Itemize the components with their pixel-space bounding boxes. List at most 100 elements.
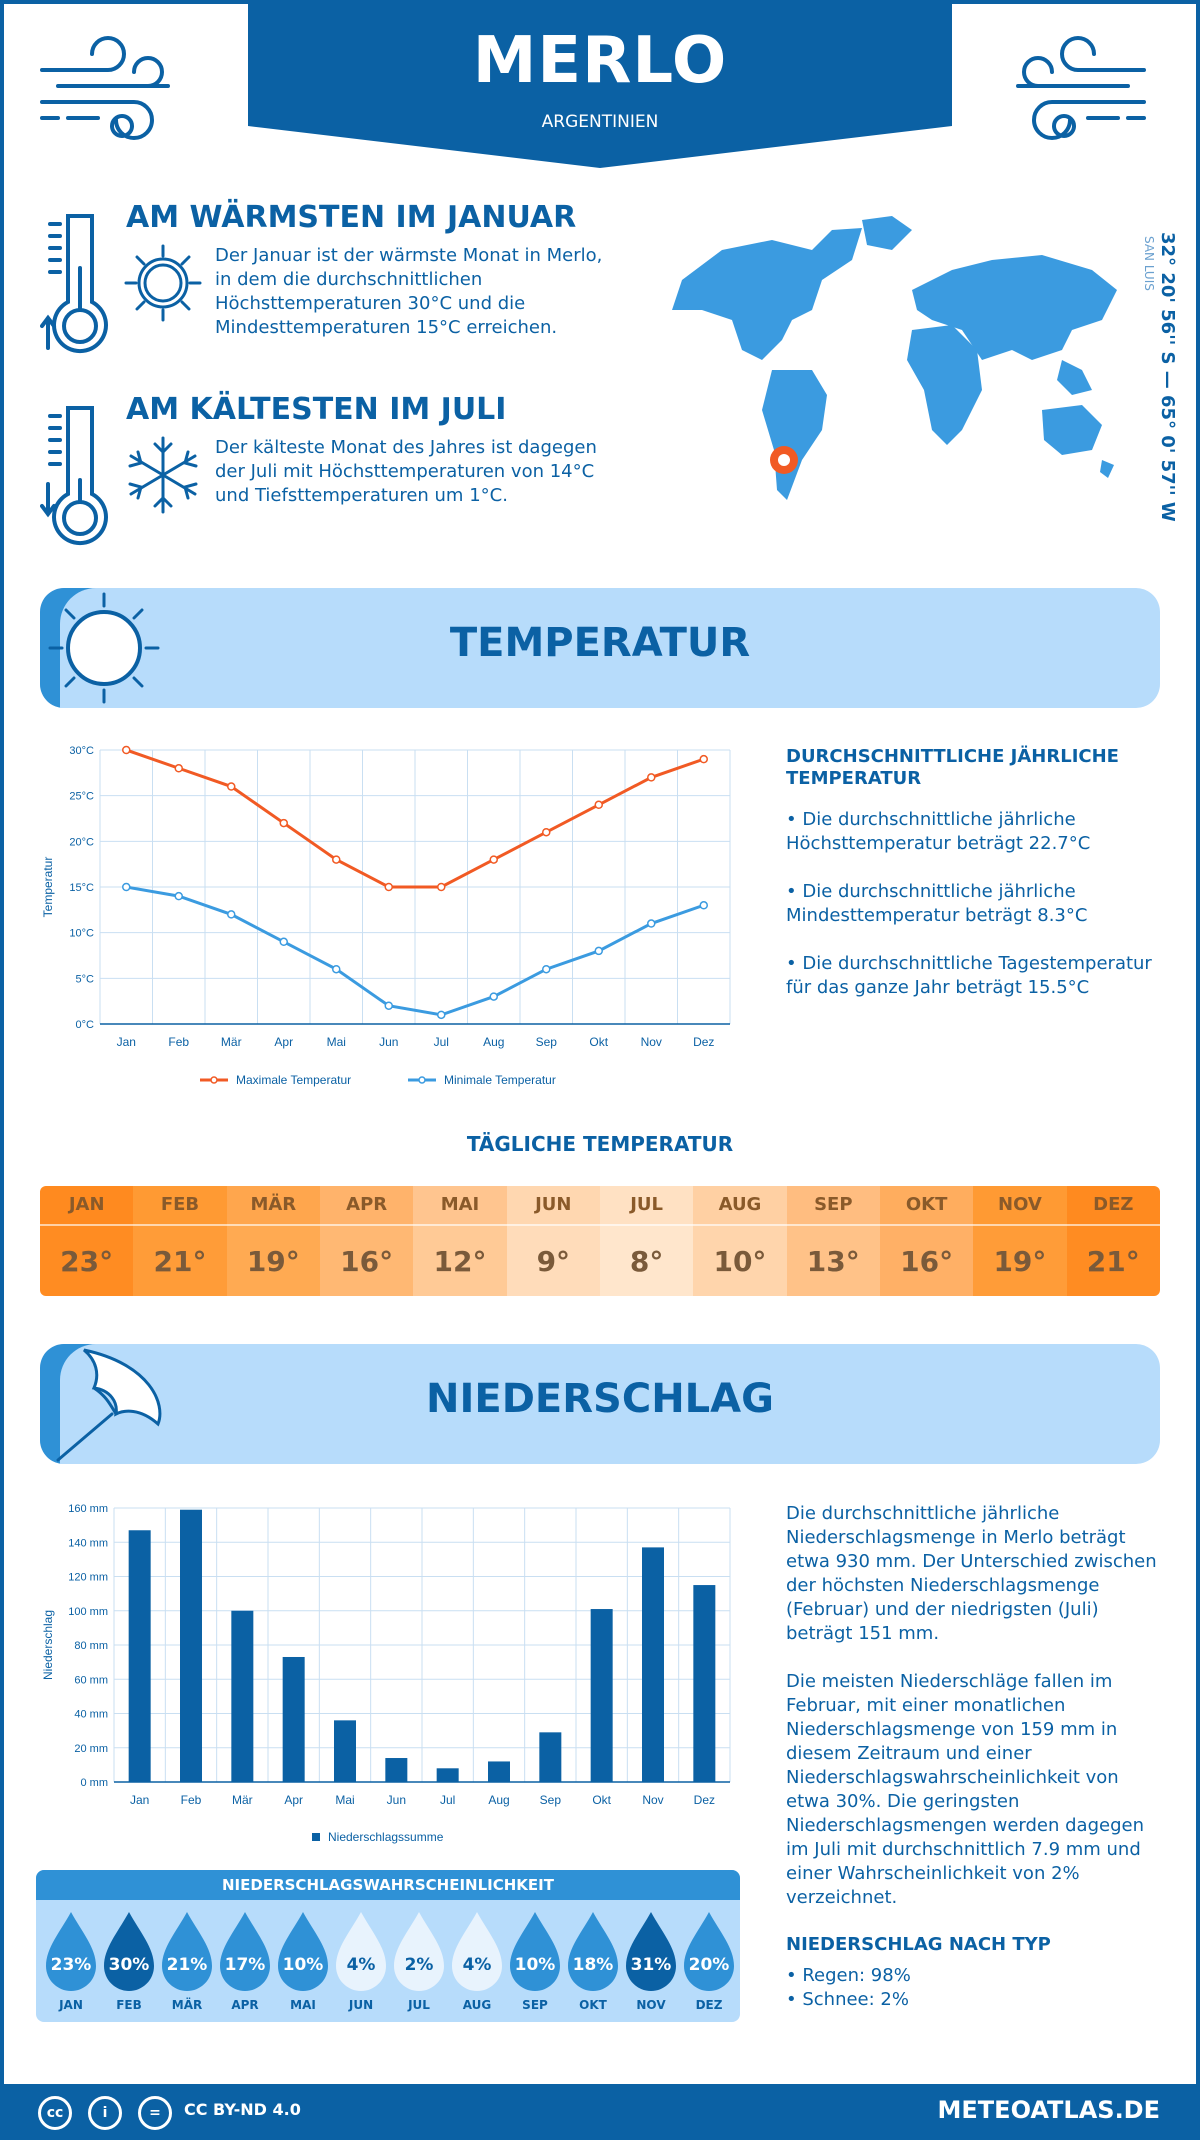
probability-drop: 23% JAN <box>42 1910 100 2012</box>
probability-drop: 17% APR <box>216 1910 274 2012</box>
data-point <box>437 882 446 892</box>
daily-month-label: FEB <box>133 1186 227 1224</box>
temperature-banner-title: TEMPERATUR <box>449 620 751 666</box>
world-map <box>672 216 1117 500</box>
probability-drop: 18% OKT <box>564 1910 622 2012</box>
x-tick-label: Mär <box>232 1793 253 1807</box>
sun-icon <box>48 592 160 704</box>
y-axis-label: Temperatur <box>41 857 55 918</box>
probability-drop: 30% FEB <box>100 1910 158 2012</box>
no-derivatives-icon: = <box>138 2096 172 2130</box>
daily-month-label: APR <box>319 1186 414 1224</box>
bar <box>128 1530 151 1782</box>
coldest-section: AM KÄLTESTEN IM JULI Der kälteste Monat … <box>40 392 620 545</box>
probability-drop: 21% MÄR <box>158 1910 216 2012</box>
daily-temperature-value: 21° <box>1066 1224 1160 1296</box>
x-tick-label: Sep <box>540 1793 562 1807</box>
daily-temperature-column: NOV 19° <box>973 1186 1067 1296</box>
probability-month: APR <box>231 1998 259 2012</box>
header-banner: MERLO ARGENTINIEN <box>248 0 952 168</box>
raindrop-icon <box>626 1912 676 1991</box>
probability-value: 10% <box>514 1955 556 1975</box>
footer: cc i = CC BY-ND 4.0 METEOATLAS.DE <box>0 2084 1200 2140</box>
legend-label: Minimale Temperatur <box>444 1073 556 1087</box>
probability-month: DEZ <box>695 1998 723 2012</box>
precipitation-type-item: • Schnee: 2% <box>786 1989 909 2010</box>
probability-month: OKT <box>579 1998 607 2012</box>
warmest-text: Der Januar ist der wärmste Monat in Merl… <box>215 245 603 338</box>
legend-swatch <box>312 1833 320 1841</box>
x-tick-label: Mai <box>327 1035 346 1049</box>
legend-marker <box>418 1076 426 1084</box>
y-tick-label: 100 mm <box>68 1606 108 1618</box>
raindrop-icon <box>46 1912 96 1991</box>
daily-temperature-column: FEB 21° <box>133 1186 227 1296</box>
probability-drop: 20% DEZ <box>680 1910 738 2012</box>
y-tick-label: 80 mm <box>74 1640 108 1652</box>
temperature-summary: DURCHSCHNITTLICHE JÄHRLICHE TEMPERATUR •… <box>786 746 1166 1024</box>
bar <box>488 1761 510 1782</box>
raindrop-icon <box>220 1912 270 1991</box>
raindrop-icon <box>510 1912 560 1991</box>
probability-month: JUL <box>408 1998 430 2012</box>
x-tick-label: Feb <box>168 1035 189 1049</box>
probability-month: AUG <box>462 1998 492 2012</box>
data-point <box>174 891 183 901</box>
bar <box>642 1547 664 1782</box>
x-tick-label: Jun <box>379 1035 398 1049</box>
probability-value: 20% <box>688 1955 730 1975</box>
daily-temperature-column: OKT 16° <box>879 1186 974 1296</box>
daily-temperature-column: APR 16° <box>319 1186 414 1296</box>
probability-month: MÄR <box>171 1998 203 2012</box>
probability-month: NOV <box>636 1998 666 2012</box>
raindrop-icon <box>104 1912 154 1991</box>
legend-marker <box>210 1076 218 1084</box>
daily-month-label: DEZ <box>1066 1186 1160 1224</box>
y-tick-label: 5°C <box>76 973 95 985</box>
temperature-chart: 0°C 5°C 10°C 15°C 20°C 25°C 30°C Jan Feb Mär Apr Ma… <box>41 745 731 1087</box>
site-link[interactable]: METEOATLAS.DE <box>937 2096 1160 2124</box>
y-tick-label: 60 mm <box>74 1674 108 1686</box>
data-point <box>279 937 288 947</box>
bar <box>180 1509 202 1782</box>
data-point <box>332 964 341 974</box>
region-label: SAN LUIS <box>1142 236 1156 291</box>
y-tick-label: 10°C <box>69 928 94 940</box>
daily-temperature-value: 19° <box>226 1224 320 1296</box>
daily-temperature-title: TÄGLICHE TEMPERATUR <box>466 1132 734 1156</box>
x-tick-label: Nov <box>641 1035 662 1049</box>
temperature-bullet: • Die durchschnittliche Tagestemperatur … <box>786 953 1152 998</box>
y-tick-label: 25°C <box>69 791 94 803</box>
precipitation-text: Die durchschnittliche jährliche Niedersc… <box>786 1503 1157 1644</box>
probability-drop: 4% AUG <box>448 1910 506 2012</box>
data-point <box>647 773 656 782</box>
data-point <box>542 964 551 974</box>
daily-temperature-column: DEZ 21° <box>1066 1186 1160 1296</box>
y-tick-label: 160 mm <box>68 1503 108 1515</box>
banner-corner <box>40 1344 96 1464</box>
raindrop-icon <box>336 1912 386 1991</box>
data-point <box>384 882 393 892</box>
coldest-text: Der kälteste Monat des Jahres ist dagege… <box>215 437 597 506</box>
data-point <box>279 818 288 828</box>
daily-month-label: MÄR <box>226 1186 320 1224</box>
series-line <box>125 885 705 1017</box>
daily-month-label: SEP <box>786 1186 880 1224</box>
bar <box>231 1610 254 1782</box>
data-point <box>699 901 708 910</box>
probability-value: 18% <box>572 1955 614 1975</box>
precipitation-banner: NIEDERSCHLAG <box>40 1344 1160 1464</box>
precipitation-chart: 0 mm 20 mm 40 mm 60 mm 80 mm 100 mm 120 mm 140 … <box>41 1503 731 1844</box>
daily-month-label: AUG <box>693 1186 787 1224</box>
x-tick-label: Okt <box>589 1035 608 1049</box>
series-line <box>125 748 705 889</box>
y-tick-label: 30°C <box>69 745 94 757</box>
bar <box>385 1758 408 1782</box>
x-tick-label: Nov <box>642 1793 663 1807</box>
daily-temperature-value: 16° <box>879 1224 974 1296</box>
daily-temperature-value: 9° <box>506 1224 600 1296</box>
daily-temperature-column: MÄR 19° <box>226 1186 320 1296</box>
wind-icon <box>40 36 170 140</box>
x-tick-label: Apr <box>284 1793 303 1807</box>
daily-temperature-column: SEP 13° <box>786 1186 880 1296</box>
